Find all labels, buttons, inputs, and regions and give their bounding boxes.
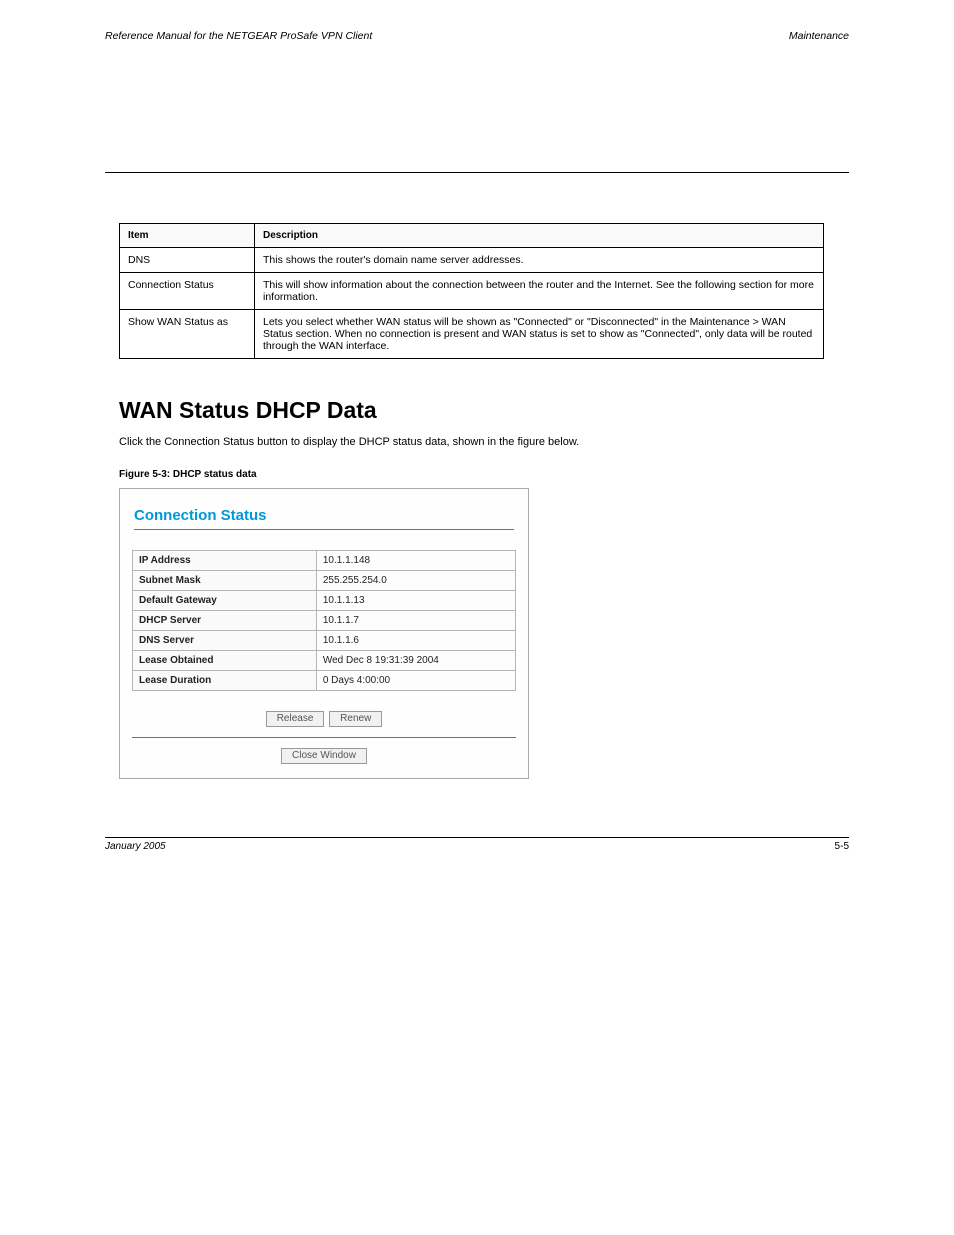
section-heading: WAN Status DHCP Data xyxy=(119,397,849,424)
cs-key: DNS Server xyxy=(133,631,317,651)
table-row: Lease Obtained Wed Dec 8 19:31:39 2004 xyxy=(133,651,516,671)
chapter-title: Maintenance xyxy=(789,30,849,42)
cs-key: Default Gateway xyxy=(133,591,317,611)
cs-key: DHCP Server xyxy=(133,611,317,631)
maint-item-cell: DNS xyxy=(120,248,255,273)
cs-val: 255.255.254.0 xyxy=(316,571,515,591)
footer-date: January 2005 xyxy=(105,841,166,852)
footer-rule xyxy=(105,837,849,838)
connection-status-table: IP Address 10.1.1.148 Subnet Mask 255.25… xyxy=(132,550,516,691)
table-row: DNS Server 10.1.1.6 xyxy=(133,631,516,651)
close-window-button[interactable]: Close Window xyxy=(281,748,367,764)
page: Reference Manual for the NETGEAR ProSafe… xyxy=(0,0,954,1235)
maintenance-table: Item Description DNS This shows the rout… xyxy=(119,223,824,359)
maint-item-cell: Connection Status xyxy=(120,273,255,310)
connection-status-buttons: Release Renew xyxy=(132,711,516,738)
section-intro: Click the Connection Status button to di… xyxy=(119,434,819,451)
maint-desc-cell: This shows the router's domain name serv… xyxy=(255,248,824,273)
connection-status-close-row: Close Window xyxy=(132,748,516,768)
table-row: Show WAN Status as Lets you select wheth… xyxy=(120,310,824,359)
cs-val: 10.1.1.7 xyxy=(316,611,515,631)
page-footer: January 2005 5-5 xyxy=(105,841,849,852)
table-row: Subnet Mask 255.255.254.0 xyxy=(133,571,516,591)
footer-page-number: 5-5 xyxy=(835,841,849,852)
cs-val: 10.1.1.6 xyxy=(316,631,515,651)
release-button[interactable]: Release xyxy=(266,711,325,727)
cs-val: 10.1.1.148 xyxy=(316,551,515,571)
connection-status-title: Connection Status xyxy=(134,503,514,530)
table-row: Connection Status This will show informa… xyxy=(120,273,824,310)
cs-val: Wed Dec 8 19:31:39 2004 xyxy=(316,651,515,671)
renew-button[interactable]: Renew xyxy=(329,711,382,727)
table-row: IP Address 10.1.1.148 xyxy=(133,551,516,571)
table-row: DNS This shows the router's domain name … xyxy=(120,248,824,273)
maint-th-item: Item xyxy=(120,224,255,248)
cs-key: IP Address xyxy=(133,551,317,571)
table-row: DHCP Server 10.1.1.7 xyxy=(133,611,516,631)
table-row: Lease Duration 0 Days 4:00:00 xyxy=(133,671,516,691)
maint-item-cell: Show WAN Status as xyxy=(120,310,255,359)
maint-th-desc: Description xyxy=(255,224,824,248)
cs-val: 0 Days 4:00:00 xyxy=(316,671,515,691)
doc-title: Reference Manual for the NETGEAR ProSafe… xyxy=(105,30,372,42)
table-row: Default Gateway 10.1.1.13 xyxy=(133,591,516,611)
cs-val: 10.1.1.13 xyxy=(316,591,515,611)
cs-key: Lease Duration xyxy=(133,671,317,691)
connection-status-panel: Connection Status IP Address 10.1.1.148 … xyxy=(119,488,529,779)
figure-caption: Figure 5-3: DHCP status data xyxy=(119,469,849,480)
page-header: Reference Manual for the NETGEAR ProSafe… xyxy=(105,30,849,42)
maint-desc-cell: This will show information about the con… xyxy=(255,273,824,310)
maint-desc-cell: Lets you select whether WAN status will … xyxy=(255,310,824,359)
cs-key: Lease Obtained xyxy=(133,651,317,671)
cs-key: Subnet Mask xyxy=(133,571,317,591)
header-rule xyxy=(105,172,849,173)
